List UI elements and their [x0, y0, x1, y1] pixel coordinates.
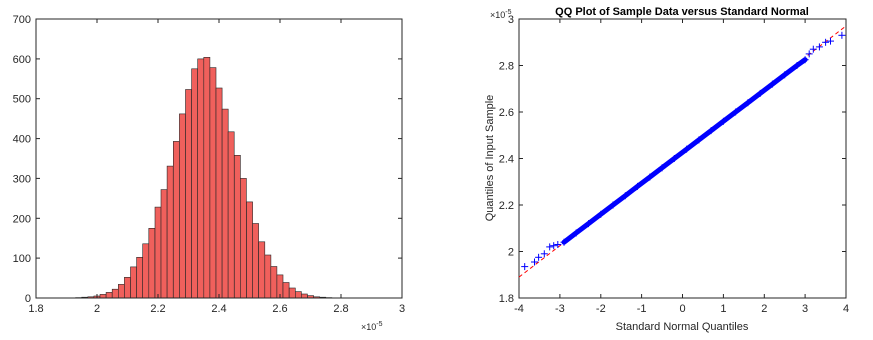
- histogram-bar: [228, 132, 234, 298]
- histogram-y-tick-label: 500: [13, 94, 31, 106]
- qq-point: [554, 241, 561, 248]
- qq-y-tick-label: 2: [508, 247, 514, 259]
- histogram-x-tick-label: 2: [94, 303, 100, 315]
- histogram-bar: [240, 178, 246, 298]
- qq-point: [546, 243, 553, 250]
- histogram-y-tick-label: 400: [13, 134, 31, 146]
- histogram-x-tick-label: 2.8: [333, 303, 348, 315]
- qq-y-tick-label: 2.4: [499, 154, 514, 166]
- histogram-bar: [118, 284, 124, 298]
- histogram-bars: [76, 57, 332, 298]
- qq-x-tick-label: 2: [761, 303, 767, 315]
- histogram-bar: [106, 292, 112, 298]
- histogram-bar: [161, 190, 167, 298]
- histogram-bar: [186, 90, 192, 299]
- histogram-bar: [289, 288, 295, 298]
- histogram-bar: [271, 267, 277, 299]
- qq-x-tick-label: -3: [555, 303, 565, 315]
- qq-point: [541, 250, 548, 257]
- histogram-bar: [112, 289, 118, 298]
- qq-point: [822, 39, 829, 46]
- qq-x-tick-label: 4: [843, 303, 849, 315]
- histogram-bar: [301, 294, 307, 298]
- qq-dense-points-band: [564, 60, 805, 243]
- histogram-bar: [192, 69, 198, 298]
- qq-y-tick-label: 1.8: [499, 293, 514, 305]
- histogram-bar: [265, 255, 271, 298]
- qq-point: [806, 50, 813, 57]
- qq-x-tick-label: 0: [679, 303, 685, 315]
- histogram-bar: [295, 292, 301, 298]
- histogram-y-tick-label: 0: [25, 293, 31, 305]
- histogram-bar: [155, 207, 161, 298]
- histogram-x-tick-label: 2.2: [150, 303, 165, 315]
- qq-x-tick-label: -4: [514, 303, 524, 315]
- qq-y-tick-label: 2.2: [499, 200, 514, 212]
- histogram-bar: [283, 283, 289, 299]
- histogram-bar: [179, 114, 185, 298]
- histogram-y-tick-label: 700: [13, 14, 31, 26]
- qq-y-axis-label: Quantiles of Input Sample: [484, 95, 496, 222]
- qq-x-tick-label: -2: [596, 303, 606, 315]
- qq-point: [531, 259, 538, 266]
- histogram-bar: [247, 202, 253, 298]
- qq-data-points: [521, 32, 845, 270]
- qq-point: [521, 263, 528, 270]
- qq-y-exponent-base: ×10: [490, 10, 505, 20]
- histogram-bar: [204, 57, 210, 298]
- qq-point: [838, 32, 845, 39]
- histogram-x-tick-label: 3: [399, 303, 405, 315]
- histogram-x-tick-label: 2.4: [211, 303, 226, 315]
- qq-x-tick-label: -1: [637, 303, 647, 315]
- histogram-bar: [100, 294, 106, 298]
- histogram-bar: [259, 242, 265, 298]
- qq-point: [550, 242, 557, 249]
- qq-plot-axes-box: [519, 19, 846, 298]
- histogram-bar: [198, 59, 204, 298]
- histogram-bar: [216, 88, 222, 298]
- qq-point: [810, 46, 817, 53]
- qq-y-tick-label: 2.6: [499, 107, 514, 119]
- histogram-x-exponent-label: ×10-5: [361, 321, 383, 332]
- histogram-bar: [167, 166, 173, 298]
- histogram-bar: [149, 228, 155, 298]
- histogram-bar: [131, 267, 137, 298]
- qq-point: [827, 38, 834, 45]
- qq-x-axis-label: Standard Normal Quantiles: [616, 321, 749, 333]
- histogram-x-tick-label: 2.6: [272, 303, 287, 315]
- histogram-bar: [143, 244, 149, 298]
- histogram-bar: [234, 155, 240, 298]
- histogram-bar: [124, 277, 130, 298]
- qq-x-tick-label: 3: [802, 303, 808, 315]
- qq-x-tick-label: 1: [720, 303, 726, 315]
- histogram-bar: [222, 109, 228, 298]
- qq-plot-title: QQ Plot of Sample Data versus Standard N…: [555, 6, 809, 18]
- histogram-bar: [210, 68, 216, 298]
- qq-y-exponent-power: -5: [505, 9, 511, 16]
- histogram-y-tick-label: 600: [13, 54, 31, 66]
- histogram-x-exponent-base: ×10: [361, 322, 376, 332]
- qq-y-tick-label: 2.8: [499, 61, 514, 73]
- histogram-y-tick-label: 300: [13, 173, 31, 185]
- histogram-bar: [137, 257, 143, 298]
- histogram-y-tick-label: 200: [13, 213, 31, 225]
- histogram-y-tick-label: 100: [13, 253, 31, 265]
- histogram-x-exponent-power: -5: [376, 321, 382, 328]
- histogram-bar: [253, 224, 259, 299]
- histogram-bar: [173, 141, 179, 298]
